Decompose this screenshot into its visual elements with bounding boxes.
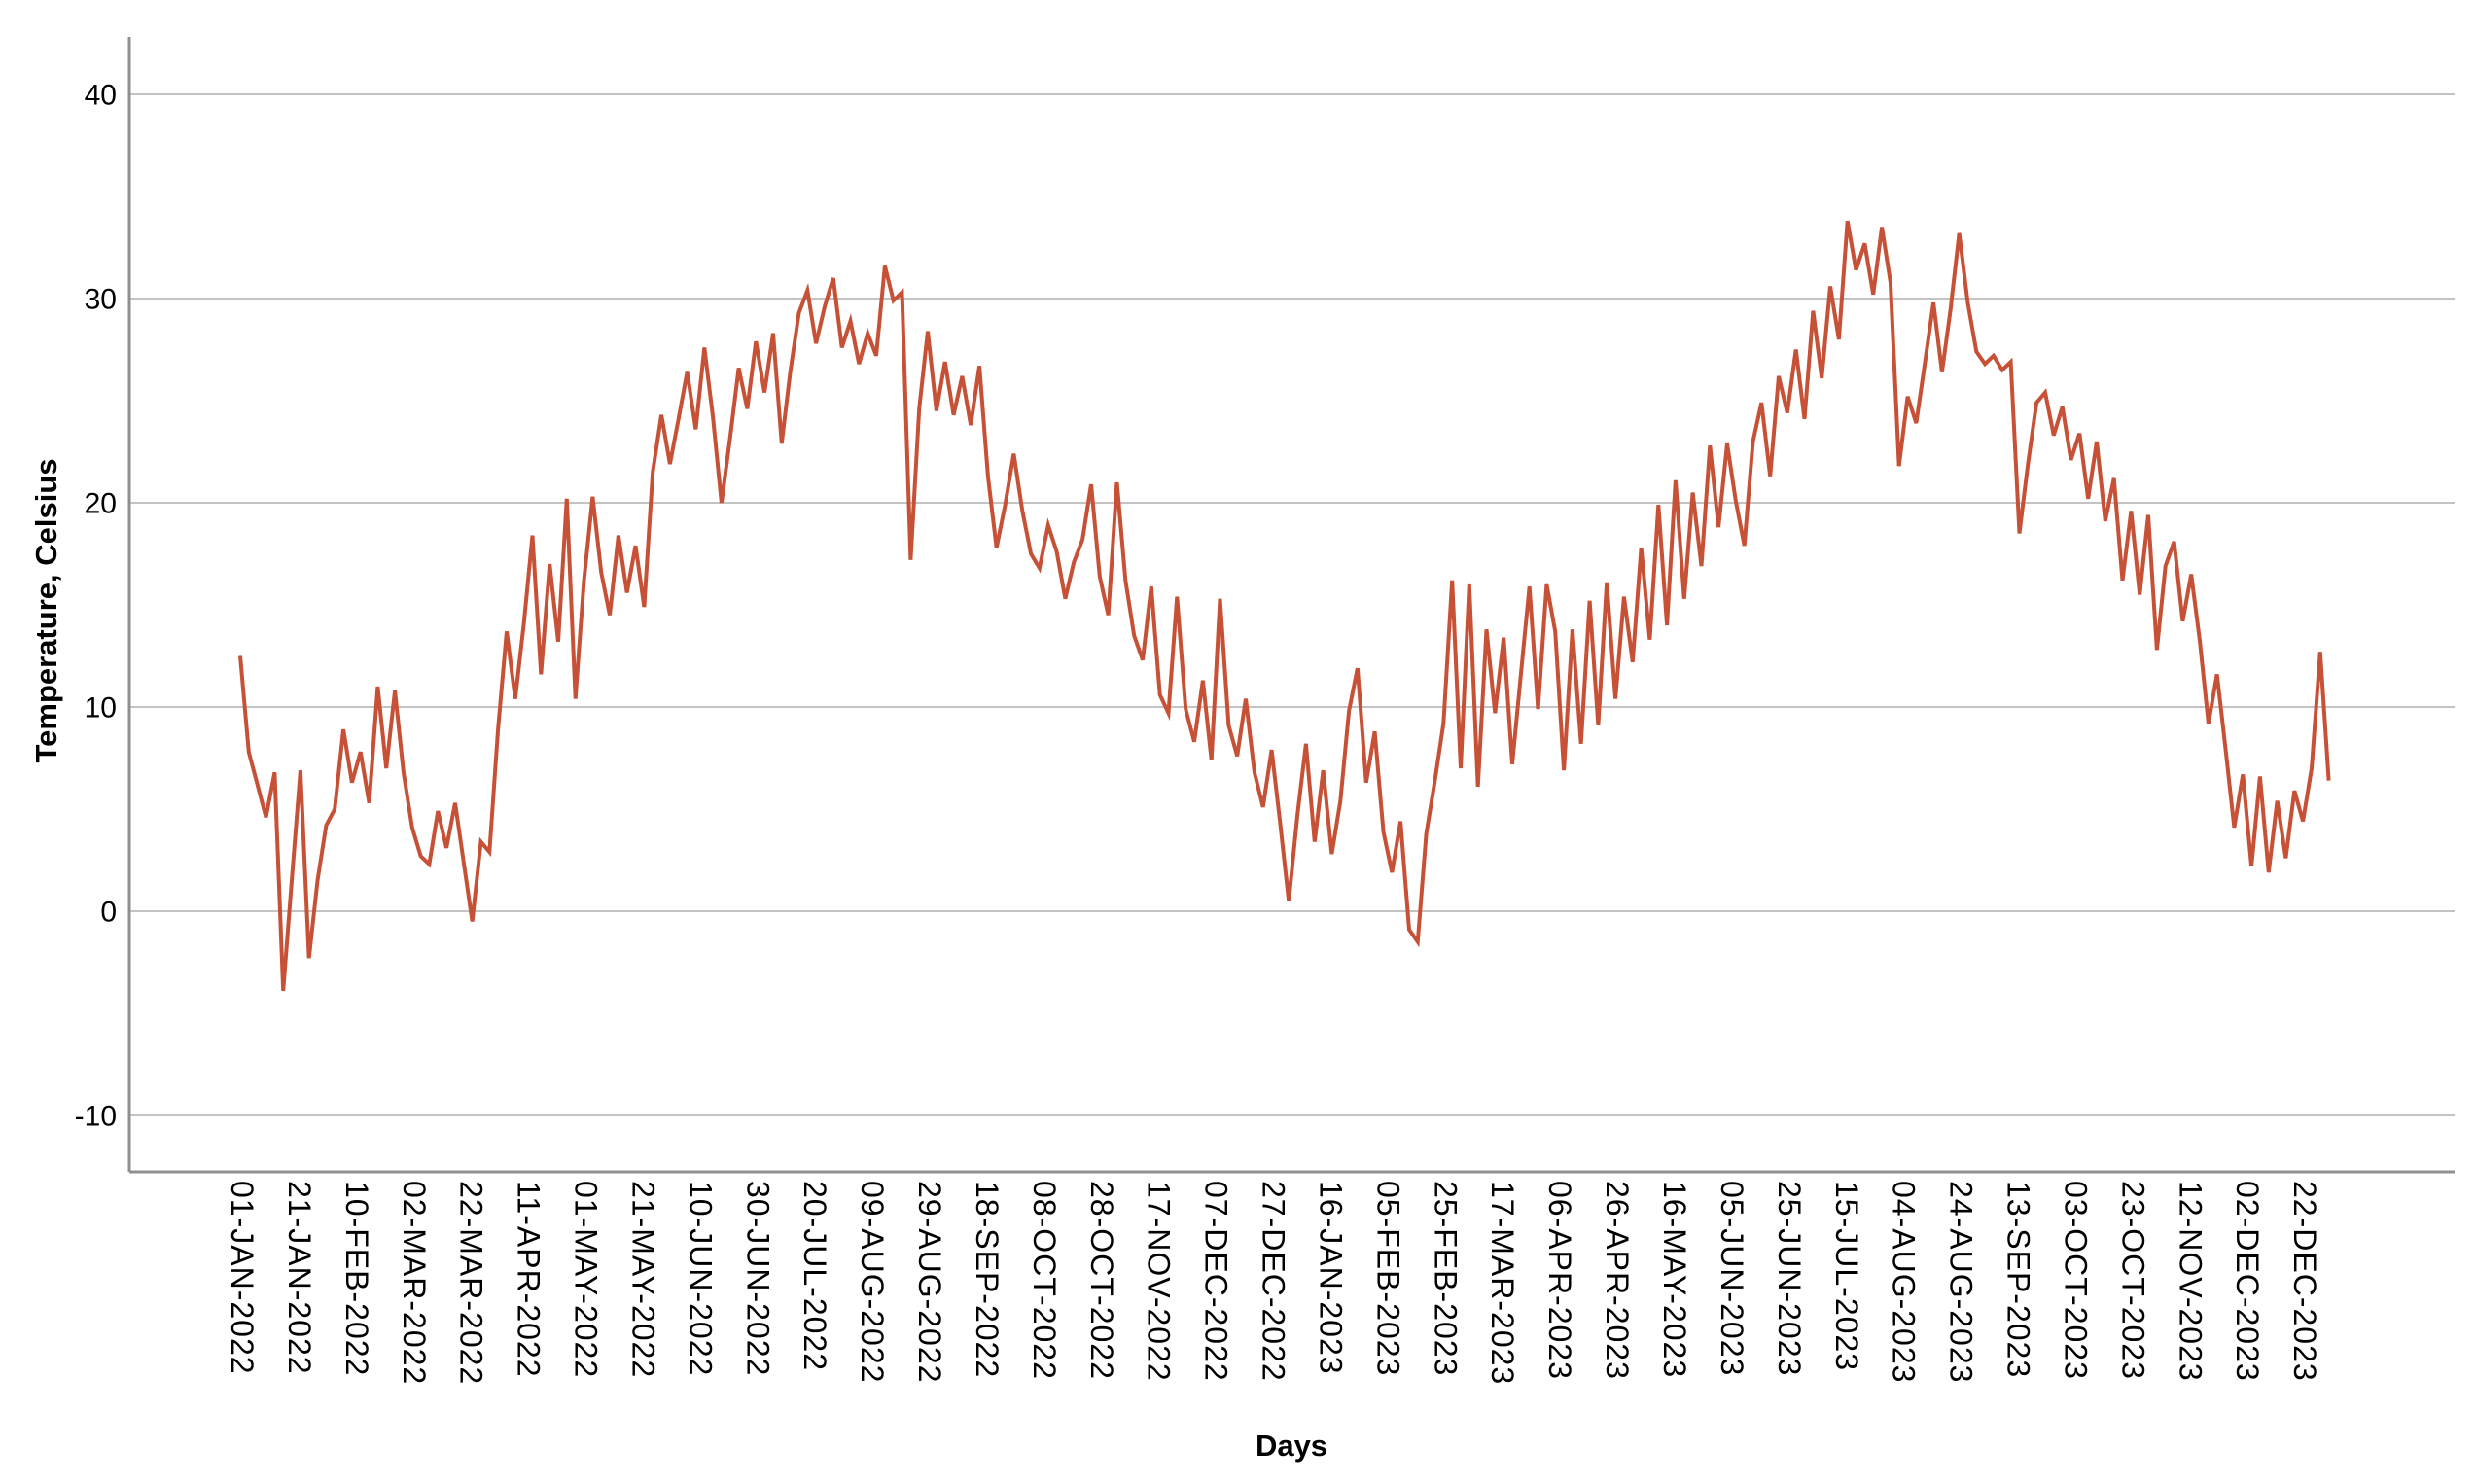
tick-labels-layer: -10 0 10 20 30 40 01-JAN-2022 21-JAN-2022 10-FEB… — [75, 80, 2322, 1386]
y-axis-tick-label: 0 — [100, 897, 117, 929]
x-axis-tick-label: 17-MAR-2023 — [1485, 1181, 1520, 1385]
x-axis-tick-label: 28-OCT-2022 — [1084, 1181, 1119, 1380]
x-axis-tick-label: 20-JUL-2022 — [797, 1181, 832, 1371]
x-axis-tick-label: 01-JAN-2022 — [225, 1181, 260, 1375]
x-axis-tick-label: 25-JUN-2023 — [1772, 1181, 1807, 1376]
x-axis-tick-label: 13-SEP-2023 — [2001, 1181, 2036, 1378]
series-layer — [238, 220, 2331, 992]
x-axis-tick-label: 01-MAY-2022 — [569, 1181, 604, 1378]
x-axis-tick-label: 27-DEC-2022 — [1256, 1181, 1291, 1382]
x-axis-tick-label: 10-JUN-2022 — [683, 1181, 718, 1376]
y-axis-tick-label: 10 — [85, 692, 117, 724]
y-axis-title: Temperature, Celsius — [29, 459, 63, 763]
x-axis-tick-label: 08-OCT-2022 — [1027, 1181, 1062, 1380]
x-axis-tick-label: 17-NOV-2022 — [1142, 1181, 1177, 1382]
y-axis-tick-label: 30 — [85, 284, 117, 316]
x-axis-tick-label: 05-FEB-2023 — [1370, 1181, 1405, 1376]
x-axis-tick-label: 07-DEC-2022 — [1199, 1181, 1234, 1382]
x-axis-tick-label: 15-JUL-2023 — [1829, 1181, 1864, 1371]
x-axis-title: Days — [1256, 1429, 1327, 1463]
x-axis-tick-label: 18-SEP-2022 — [970, 1181, 1005, 1378]
x-axis-tick-label: 21-MAY-2022 — [625, 1181, 660, 1378]
x-axis-tick-label: 22-MAR-2022 — [454, 1181, 489, 1385]
x-axis-tick-label: 02-MAR-2022 — [397, 1181, 432, 1385]
axes-layer — [127, 37, 2455, 1174]
x-axis-tick-label: 16-MAY-2023 — [1657, 1181, 1692, 1378]
x-axis-tick-label: 06-APR-2023 — [1542, 1181, 1577, 1380]
temperature-series-line — [238, 220, 2331, 992]
x-axis-tick-label: 05-JUN-2023 — [1715, 1181, 1750, 1376]
x-axis-tick-label: 10-FEB-2022 — [339, 1181, 374, 1376]
x-axis-tick-label: 24-AUG-2023 — [1944, 1181, 1979, 1383]
x-axis-tick-label: 26-APR-2023 — [1600, 1181, 1635, 1380]
x-axis-tick-label: 09-AUG-2022 — [855, 1181, 890, 1383]
x-axis-tick-label: 04-AUG-2023 — [1887, 1181, 1922, 1383]
y-axis-tick-label: 40 — [85, 80, 117, 112]
y-axis-tick-label: -10 — [75, 1101, 117, 1133]
x-axis-tick-label: 02-DEC-2023 — [2230, 1181, 2265, 1382]
x-axis-tick-label: 21-JAN-2022 — [282, 1181, 317, 1375]
x-axis-tick-label: 11-APR-2022 — [512, 1181, 547, 1378]
x-axis-tick-label: 16-JAN-2023 — [1314, 1181, 1349, 1375]
x-axis-tick-label: 23-OCT-2023 — [2115, 1181, 2150, 1380]
x-axis-tick-label: 22-DEC-2023 — [2287, 1181, 2322, 1382]
gridlines-layer — [129, 93, 2455, 1116]
x-axis-tick-label: 03-OCT-2023 — [2058, 1181, 2093, 1380]
x-axis-tick-label: 29-AUG-2022 — [912, 1181, 947, 1383]
y-axis-tick-label: 20 — [85, 488, 117, 520]
x-axis-tick-label: 25-FEB-2023 — [1428, 1181, 1463, 1376]
x-axis-tick-label: 12-NOV-2023 — [2173, 1181, 2208, 1382]
x-axis-tick-label: 30-JUN-2022 — [740, 1181, 775, 1376]
